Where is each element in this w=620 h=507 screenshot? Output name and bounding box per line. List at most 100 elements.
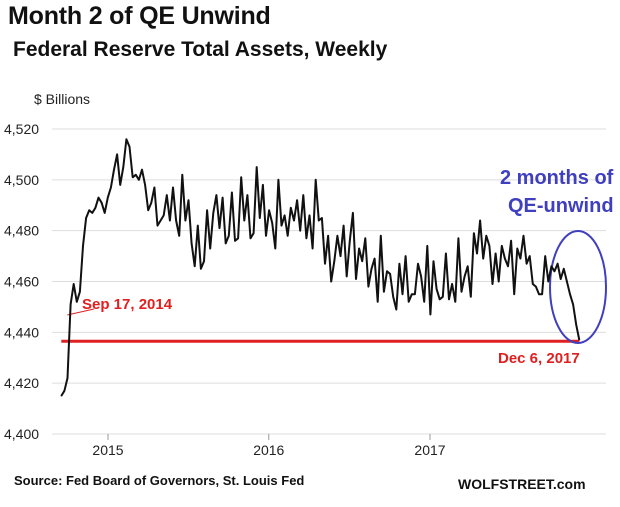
data-point — [380, 235, 382, 237]
y-tick-label: 4,460 — [4, 274, 39, 290]
data-point — [181, 174, 183, 176]
data-point — [172, 186, 174, 189]
chart-title: Month 2 of QE Unwind — [8, 2, 271, 30]
data-point — [436, 288, 438, 290]
data-point — [541, 293, 543, 295]
data-point — [116, 153, 118, 156]
data-point — [82, 245, 84, 247]
data-point — [448, 298, 450, 300]
data-point — [280, 224, 283, 227]
data-point — [569, 293, 571, 295]
data-point — [529, 255, 531, 257]
data-point — [113, 169, 115, 171]
data-point — [566, 280, 568, 283]
data-point — [333, 260, 335, 262]
data-point — [296, 199, 298, 201]
data-point — [572, 303, 574, 305]
end-date-annotation: Dec 6, 2017 — [498, 350, 580, 367]
data-point — [355, 278, 357, 280]
start-pointer-line — [67, 308, 95, 316]
data-point — [470, 296, 472, 298]
data-point — [178, 235, 180, 237]
data-point — [175, 219, 177, 222]
data-point — [358, 247, 360, 250]
total-assets-line — [60, 138, 581, 397]
x-tick-label: 2015 — [92, 442, 123, 458]
data-point — [135, 174, 137, 176]
data-point — [262, 184, 264, 186]
data-point — [454, 301, 456, 303]
data-point — [218, 227, 221, 229]
data-point — [88, 209, 90, 211]
data-point — [398, 263, 401, 265]
data-point — [374, 258, 376, 260]
y-axis-label: $ Billions — [34, 91, 90, 107]
data-point — [94, 207, 97, 209]
data-point — [342, 224, 345, 227]
data-point — [411, 293, 413, 295]
data-point — [519, 258, 521, 260]
data-point — [476, 252, 478, 255]
data-point — [104, 212, 106, 214]
data-point — [265, 235, 267, 237]
data-point — [451, 283, 453, 285]
data-point — [491, 283, 494, 285]
data-point — [190, 242, 193, 244]
data-point — [73, 283, 75, 285]
data-point — [370, 268, 373, 270]
y-tick-label: 4,420 — [4, 375, 39, 391]
qe-annotation-line-1: 2 months of — [500, 167, 614, 189]
data-point — [445, 252, 447, 255]
data-point — [327, 235, 329, 237]
data-point — [386, 270, 388, 272]
data-point — [194, 265, 196, 267]
data-point — [284, 214, 286, 217]
data-point — [246, 194, 249, 196]
data-point — [234, 240, 236, 242]
data-point — [432, 260, 435, 262]
data-point — [200, 268, 202, 270]
data-point — [510, 240, 512, 242]
data-point — [377, 301, 379, 303]
data-point — [485, 235, 487, 237]
data-point — [228, 235, 230, 237]
data-point — [166, 194, 168, 196]
data-point — [209, 247, 211, 250]
data-point — [532, 283, 534, 285]
data-point — [460, 291, 463, 293]
data-point — [426, 245, 428, 247]
data-point — [274, 247, 276, 250]
x-axis-ticks: 2015 2016 2017 — [92, 434, 446, 458]
data-point — [367, 285, 369, 288]
data-point — [141, 169, 143, 171]
data-point — [60, 395, 62, 397]
data-point — [76, 301, 78, 303]
data-point — [557, 263, 559, 265]
data-point — [538, 293, 540, 295]
data-point — [405, 255, 407, 257]
data-point — [66, 377, 69, 379]
data-point — [308, 214, 311, 217]
data-point — [79, 291, 81, 293]
data-point — [330, 280, 332, 283]
y-tick-label: 4,480 — [4, 223, 39, 239]
data-point — [467, 265, 469, 267]
brand-label: WOLFSTREET.com — [458, 476, 586, 492]
data-point — [535, 285, 537, 288]
data-point — [222, 197, 224, 199]
data-point — [70, 303, 72, 305]
data-point — [138, 179, 140, 181]
data-point — [494, 252, 497, 255]
data-point — [364, 237, 366, 239]
data-point — [290, 207, 292, 209]
data-point — [339, 255, 342, 257]
data-point — [97, 197, 100, 199]
data-point — [479, 219, 481, 222]
data-point — [401, 293, 404, 295]
data-point — [311, 247, 314, 250]
data-point — [287, 235, 289, 237]
data-point — [305, 237, 307, 239]
data-point — [268, 209, 270, 211]
data-point — [147, 209, 149, 211]
data-point — [256, 166, 258, 168]
